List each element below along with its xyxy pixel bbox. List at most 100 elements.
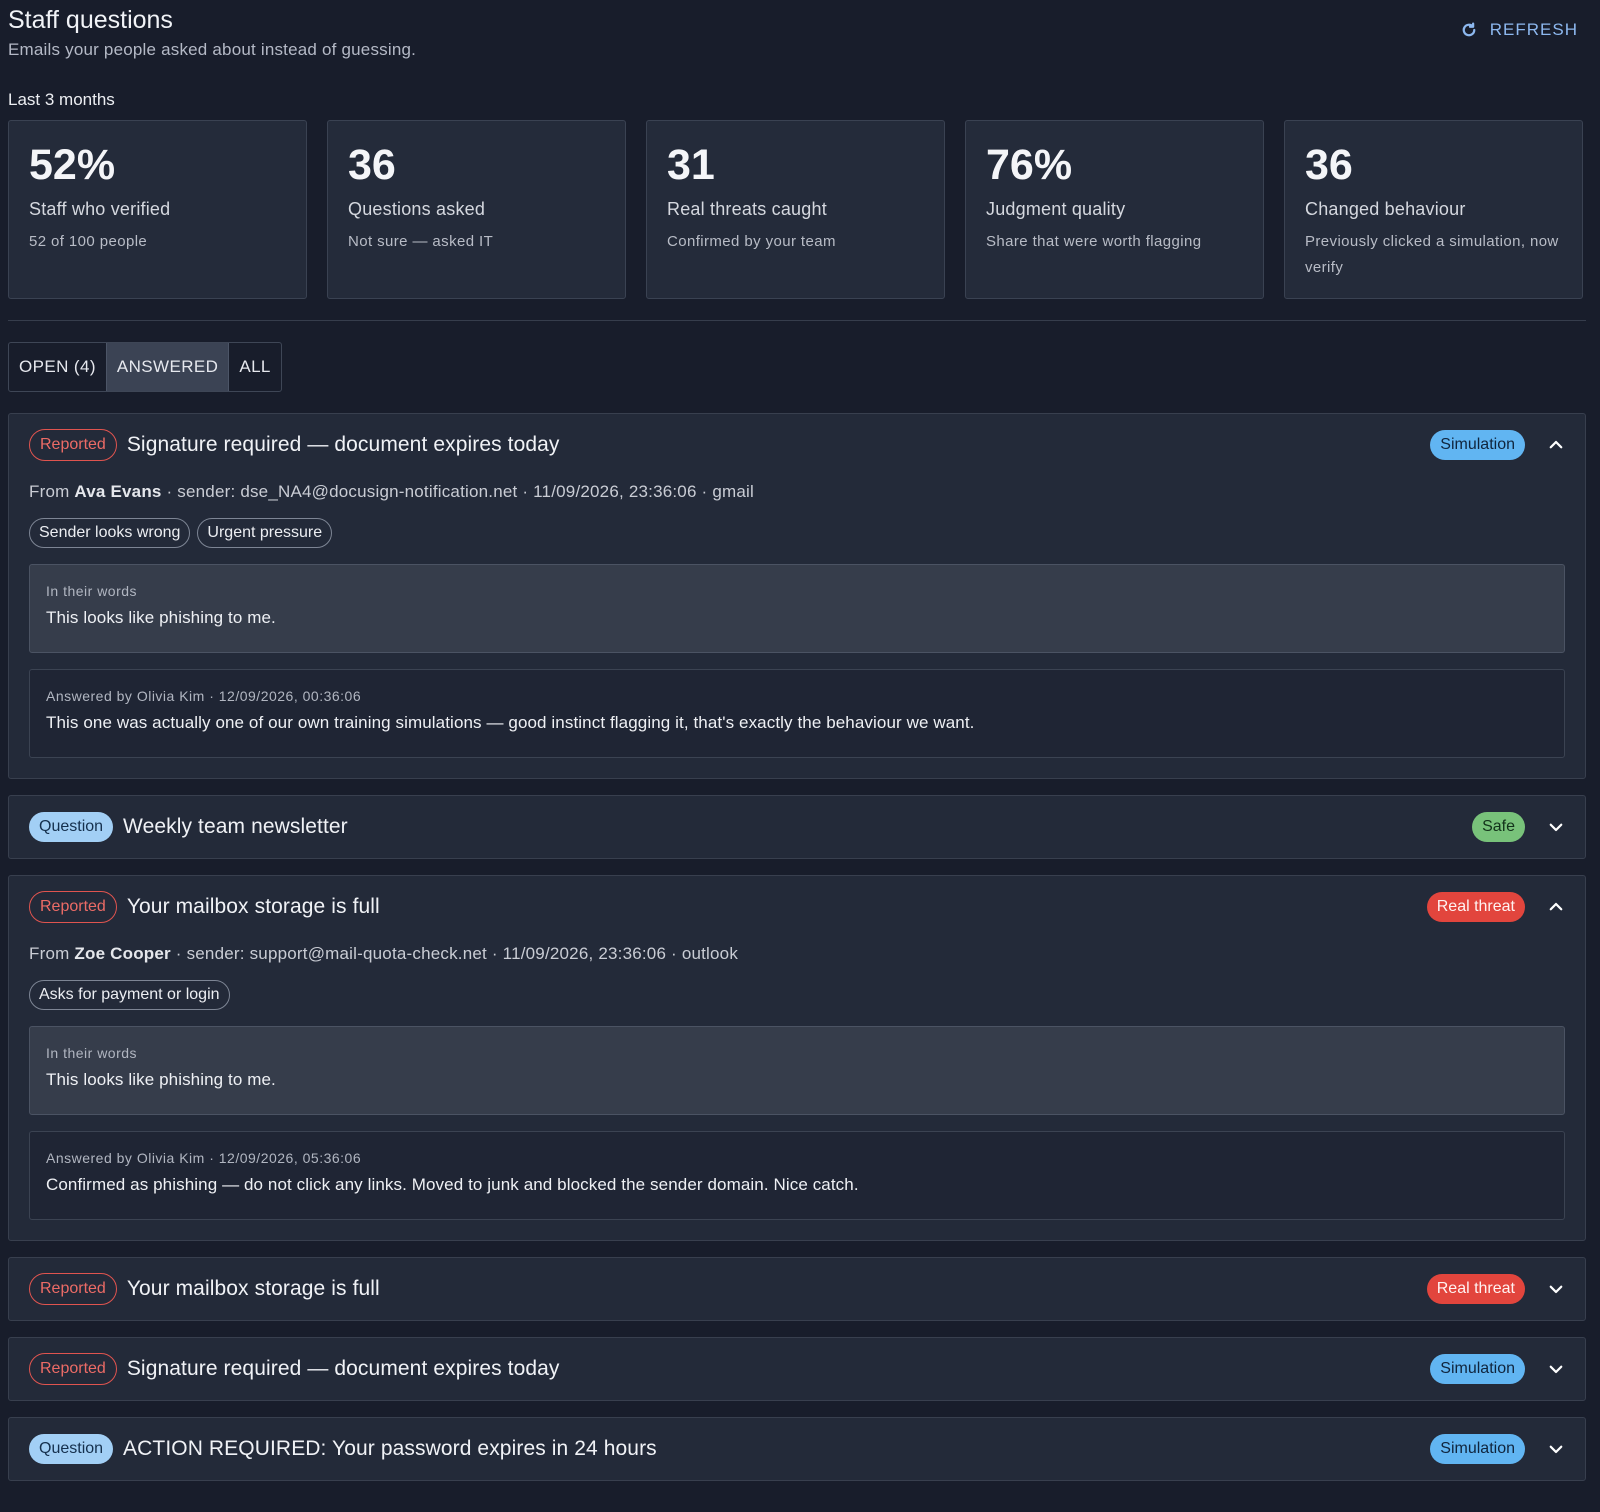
type-badge: Reported <box>29 429 117 461</box>
collapse-button[interactable] <box>1525 436 1565 454</box>
verdict-badge: Real threat <box>1426 892 1525 922</box>
verdict-badge: Simulation <box>1430 430 1525 460</box>
page-title: Staff questions <box>8 6 173 34</box>
from-name: Ava Evans <box>74 482 162 501</box>
stat-value: 31 <box>667 141 715 189</box>
meta-details: · sender: support@mail-quota-check.net ·… <box>175 944 739 963</box>
item-header[interactable]: Reported Your mailbox storage is full Re… <box>9 876 1585 938</box>
answer-text: This one was actually one of our own tra… <box>46 713 975 732</box>
their-words-box: In their words This looks like phishing … <box>29 564 1565 653</box>
item-title: Weekly team newsletter <box>123 815 348 838</box>
list-item: Reported Your mailbox storage is full Re… <box>8 1257 1586 1321</box>
list-item: Question Weekly team newsletter Safe <box>8 795 1586 859</box>
answer-label: Answered by Olivia Kim · 12/09/2026, 00:… <box>46 688 362 704</box>
stat-sub: 52 of 100 people <box>29 233 148 250</box>
period-label: Last 3 months <box>8 90 115 109</box>
stat-sub: Confirmed by your team <box>667 233 836 250</box>
verdict-badge: Simulation <box>1430 1434 1525 1464</box>
stat-label: Judgment quality <box>986 199 1126 219</box>
item-meta: From Ava Evans · sender: dse_NA4@docusig… <box>29 482 1565 502</box>
chevron-down-icon <box>1549 823 1563 832</box>
stat-label: Staff who verified <box>29 199 171 219</box>
item-header[interactable]: Reported Signature required — document e… <box>9 1338 1585 1400</box>
verdict-badge: Safe <box>1472 812 1525 842</box>
chevron-down-icon <box>1549 1365 1563 1374</box>
item-body: From Zoe Cooper · sender: support@mail-q… <box>9 944 1585 1240</box>
refresh-icon <box>1462 22 1476 37</box>
stat-value: 52% <box>29 141 116 189</box>
list-item: Reported Signature required — document e… <box>8 413 1586 779</box>
tab-answered[interactable]: ANSWERED <box>105 343 230 391</box>
type-badge: Reported <box>29 1273 117 1305</box>
tab-open[interactable]: OPEN (4) <box>19 357 96 376</box>
stat-card-threats: 31 Real threats caught Confirmed by your… <box>646 120 945 299</box>
from-name: Zoe Cooper <box>74 944 171 963</box>
stat-label: Changed behaviour <box>1305 199 1466 219</box>
question-list: Reported Signature required — document e… <box>8 413 1586 1481</box>
chevron-up-icon <box>1549 440 1563 449</box>
list-item: Question ACTION REQUIRED: Your password … <box>8 1417 1586 1481</box>
stat-card-questions: 36 Questions asked Not sure — asked IT <box>327 120 626 299</box>
chevron-up-icon <box>1549 902 1563 911</box>
tag: Asks for payment or login <box>29 980 230 1010</box>
expand-button[interactable] <box>1525 1360 1565 1378</box>
their-words-label: In their words <box>46 583 138 599</box>
their-words-text: This looks like phishing to me. <box>46 608 276 627</box>
answer-box: Answered by Olivia Kim · 12/09/2026, 05:… <box>29 1131 1565 1220</box>
stat-value: 36 <box>348 141 396 189</box>
tag-list: Sender looks wrong Urgent pressure <box>29 518 1565 548</box>
item-meta: From Zoe Cooper · sender: support@mail-q… <box>29 944 1565 964</box>
item-header[interactable]: Question ACTION REQUIRED: Your password … <box>9 1418 1585 1480</box>
tab-all[interactable]: ALL <box>239 357 271 376</box>
item-header[interactable]: Reported Signature required — document e… <box>9 414 1585 476</box>
tag-list: Asks for payment or login <box>29 980 1565 1010</box>
item-title: Signature required — document expires to… <box>126 1357 560 1380</box>
item-title: Your mailbox storage is full <box>126 1277 380 1300</box>
stat-value: 36 <box>1305 141 1353 189</box>
item-header[interactable]: Reported Your mailbox storage is full Re… <box>9 1258 1585 1320</box>
stat-card-judgment: 76% Judgment quality Share that were wor… <box>965 120 1264 299</box>
answer-box: Answered by Olivia Kim · 12/09/2026, 00:… <box>29 669 1565 758</box>
item-title: ACTION REQUIRED: Your password expires i… <box>123 1437 657 1460</box>
their-words-box: In their words This looks like phishing … <box>29 1026 1565 1115</box>
item-header[interactable]: Question Weekly team newsletter Safe <box>9 796 1585 858</box>
stat-sub: Share that were worth flagging <box>986 233 1202 250</box>
stat-label: Real threats caught <box>667 199 827 219</box>
type-badge: Question <box>29 812 114 842</box>
page-subtitle: Emails your people asked about instead o… <box>8 40 417 59</box>
collapse-button[interactable] <box>1525 898 1565 916</box>
their-words-label: In their words <box>46 1045 138 1061</box>
tag: Sender looks wrong <box>29 518 191 548</box>
expand-button[interactable] <box>1525 818 1565 836</box>
stats-row: 52% Staff who verified 52 of 100 people … <box>8 120 1586 299</box>
stat-value: 76% <box>986 141 1073 189</box>
item-body: From Ava Evans · sender: dse_NA4@docusig… <box>9 482 1585 778</box>
chevron-down-icon <box>1549 1285 1563 1294</box>
meta-details: · sender: dse_NA4@docusign-notification.… <box>166 482 754 501</box>
type-badge: Reported <box>29 1353 117 1385</box>
divider <box>8 320 1586 321</box>
list-item: Reported Signature required — document e… <box>8 1337 1586 1401</box>
from-prefix: From <box>29 482 70 501</box>
verdict-badge: Simulation <box>1430 1354 1525 1384</box>
refresh-button[interactable]: REFRESH <box>1460 20 1578 40</box>
item-title: Signature required — document expires to… <box>126 433 560 456</box>
their-words-text: This looks like phishing to me. <box>46 1070 276 1089</box>
chevron-down-icon <box>1549 1445 1563 1454</box>
verdict-badge: Real threat <box>1426 1274 1525 1304</box>
stat-sub: Not sure — asked IT <box>348 233 494 250</box>
stat-card-verified: 52% Staff who verified 52 of 100 people <box>8 120 307 299</box>
answer-label: Answered by Olivia Kim · 12/09/2026, 05:… <box>46 1150 362 1166</box>
item-title: Your mailbox storage is full <box>126 895 380 918</box>
stat-sub: Previously clicked a simulation, now ver… <box>1305 233 1559 276</box>
stat-card-behaviour: 36 Changed behaviour Previously clicked … <box>1284 120 1583 299</box>
header: Staff questions Emails your people asked… <box>8 0 1586 86</box>
refresh-label: REFRESH <box>1489 20 1578 39</box>
page: Staff questions Emails your people asked… <box>8 0 1586 1481</box>
expand-button[interactable] <box>1525 1440 1565 1458</box>
stat-label: Questions asked <box>348 199 486 219</box>
from-prefix: From <box>29 944 70 963</box>
tag: Urgent pressure <box>197 518 333 548</box>
expand-button[interactable] <box>1525 1280 1565 1298</box>
list-item: Reported Your mailbox storage is full Re… <box>8 875 1586 1241</box>
